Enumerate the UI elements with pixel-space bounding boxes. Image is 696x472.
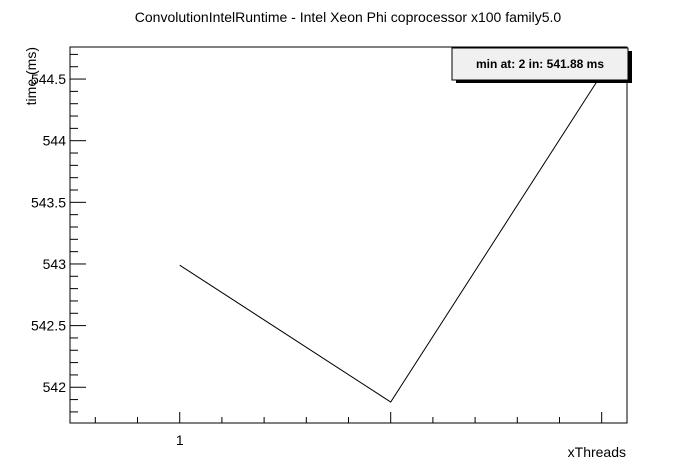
y-tick-label: 542 — [43, 379, 67, 395]
y-axis-ticks — [70, 53, 86, 413]
legend-background — [451, 47, 629, 81]
y-tick-label: 544.5 — [31, 71, 66, 87]
y-tick-label: 543 — [43, 256, 67, 272]
y-axis-tick-labels: 542 542.5 543 543.5 544 544.5 — [31, 71, 66, 395]
y-axis-label: time (ms) — [23, 47, 39, 105]
series-line — [179, 73, 603, 403]
y-tick-label: 544 — [43, 133, 67, 149]
y-tick-label: 543.5 — [31, 194, 66, 210]
plot-frame — [69, 46, 628, 424]
legend-box: min at: 2 in: 541.88 ms — [451, 47, 632, 83]
legend-text: min at: 2 in: 541.88 ms — [476, 57, 604, 71]
x-tick-label: 1 — [176, 432, 184, 448]
x-axis-ticks — [94, 412, 603, 423]
x-axis-tick-labels: 1 — [176, 432, 184, 448]
y-tick-label: 542.5 — [31, 318, 66, 334]
series-group — [179, 73, 603, 403]
chart-title: ConvolutionIntelRuntime - Intel Xeon Phi… — [135, 9, 562, 25]
x-axis-label: xThreads — [568, 444, 626, 460]
